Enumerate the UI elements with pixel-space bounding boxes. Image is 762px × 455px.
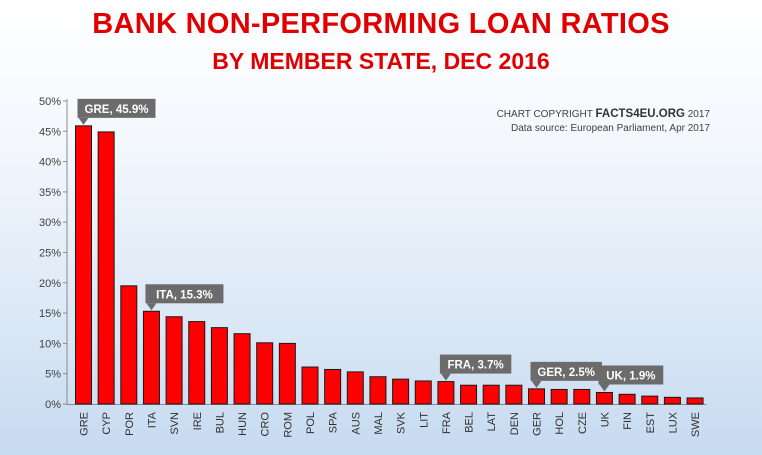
x-tick-label: DEN bbox=[509, 412, 521, 435]
x-tick-label: SPA bbox=[328, 411, 340, 433]
x-tick-label: CRO bbox=[260, 412, 272, 437]
bar-por bbox=[120, 285, 138, 405]
bar-fra bbox=[437, 381, 455, 405]
callout-pointer bbox=[146, 303, 157, 311]
callout-fra: FRA, 3.7% bbox=[439, 354, 512, 381]
bar-lux bbox=[663, 396, 681, 405]
callout-ita: ITA, 15.3% bbox=[145, 284, 224, 311]
x-tick-label: SWE bbox=[690, 412, 702, 437]
bar-est bbox=[641, 395, 659, 405]
bar-den bbox=[505, 384, 523, 405]
callout-label: UK, 1.9% bbox=[606, 370, 655, 382]
callout-box bbox=[77, 98, 156, 118]
x-tick-label: HUN bbox=[237, 412, 249, 436]
callout-box bbox=[145, 284, 224, 304]
x-tick-label: FIN bbox=[622, 412, 634, 430]
callout-ger: GER, 2.5% bbox=[530, 361, 602, 388]
callout-box bbox=[530, 361, 602, 381]
y-tick-label: 10% bbox=[39, 338, 61, 350]
bar-hol bbox=[550, 388, 568, 405]
x-tick-label: HOL bbox=[554, 412, 566, 435]
copyright-brand: FACTS4EU.ORG bbox=[595, 108, 685, 120]
bar-gre bbox=[75, 125, 92, 405]
x-tick-label: GRE bbox=[79, 412, 91, 436]
callout-box bbox=[598, 365, 664, 385]
bar-pol bbox=[301, 366, 319, 405]
x-tick-label: SVK bbox=[396, 411, 408, 434]
bar-cze bbox=[573, 388, 591, 405]
x-tick-label: ITA bbox=[146, 411, 158, 428]
y-tick-label: 35% bbox=[39, 187, 61, 199]
y-tick-label: 30% bbox=[39, 217, 61, 229]
bar-bel bbox=[460, 384, 478, 405]
bar-hun bbox=[233, 333, 251, 405]
x-tick-label: LUX bbox=[667, 411, 679, 433]
bar-ire bbox=[188, 321, 206, 405]
y-tick-label: 20% bbox=[39, 278, 61, 290]
bar-bul bbox=[210, 327, 228, 405]
callout-pointer bbox=[599, 384, 610, 392]
callout-label: FRA, 3.7% bbox=[447, 360, 503, 372]
x-tick-label: EST bbox=[645, 412, 657, 434]
bar-rom bbox=[278, 342, 296, 405]
bar-swe bbox=[686, 397, 704, 405]
y-tick-label: 0% bbox=[45, 399, 61, 411]
x-tick-label: BEL bbox=[464, 412, 476, 433]
x-tick-label: POR bbox=[124, 412, 136, 436]
x-tick-label: POL bbox=[305, 412, 317, 434]
x-tick-label: LAT bbox=[486, 412, 498, 432]
bar-lat bbox=[482, 384, 500, 405]
y-tick-label: 25% bbox=[39, 248, 61, 260]
bar-aus bbox=[346, 371, 364, 405]
x-tick-label: ROM bbox=[282, 412, 294, 438]
callout-box bbox=[439, 354, 512, 374]
x-tick-label: LIT bbox=[418, 412, 430, 428]
x-tick-label: UK bbox=[599, 411, 611, 427]
x-tick-label: SVN bbox=[169, 412, 181, 435]
x-tick-label: BUL bbox=[214, 412, 226, 433]
chart-title: BANK NON-PERFORMING LOAN RATIOS bbox=[92, 8, 670, 40]
copyright-prefix: CHART COPYRIGHT bbox=[496, 109, 593, 120]
bar-spa bbox=[324, 368, 342, 405]
callout-pointer bbox=[531, 380, 542, 388]
callout-pointer bbox=[440, 373, 451, 381]
bar-mal bbox=[369, 376, 387, 405]
x-tick-label: MAL bbox=[373, 412, 385, 435]
chart-subtitle: BY MEMBER STATE, DEC 2016 bbox=[212, 48, 550, 74]
bar-ger bbox=[528, 388, 545, 405]
x-tick-label: CZE bbox=[577, 412, 589, 434]
y-tick-label: 15% bbox=[39, 308, 61, 320]
x-tick-label: AUS bbox=[350, 412, 362, 435]
copyright-year: 2017 bbox=[687, 109, 710, 120]
callout-label: ITA, 15.3% bbox=[156, 289, 213, 301]
chart-copyright: CHART COPYRIGHT FACTS4EU.ORG 2017 bbox=[497, 108, 710, 120]
x-tick-label: IRE bbox=[192, 412, 204, 430]
bar-svn bbox=[165, 316, 183, 405]
x-tick-label: FRA bbox=[441, 411, 453, 434]
y-tick-label: 40% bbox=[39, 157, 61, 169]
y-tick-label: 5% bbox=[45, 369, 61, 381]
callout-label: GER, 2.5% bbox=[537, 367, 595, 379]
y-tick-label: 45% bbox=[39, 126, 61, 138]
bar-ita bbox=[142, 310, 160, 405]
data-source-note: Data source: European Parliament, Apr 20… bbox=[510, 123, 710, 134]
bar-svk bbox=[392, 378, 410, 405]
callout-uk: UK, 1.9% bbox=[598, 365, 664, 392]
x-tick-label: GER bbox=[532, 412, 544, 436]
bar-uk bbox=[595, 391, 613, 405]
y-tick-label: 50% bbox=[39, 96, 61, 108]
bar-lit bbox=[414, 380, 432, 405]
bar-cyp bbox=[97, 131, 115, 405]
callout-label: GRE, 45.9% bbox=[85, 104, 149, 116]
callout-pointer bbox=[78, 117, 89, 125]
bar-fin bbox=[618, 393, 636, 405]
x-tick-label: CYP bbox=[101, 412, 113, 435]
bar-cro bbox=[256, 342, 274, 405]
callout-gre: GRE, 45.9% bbox=[77, 98, 156, 125]
